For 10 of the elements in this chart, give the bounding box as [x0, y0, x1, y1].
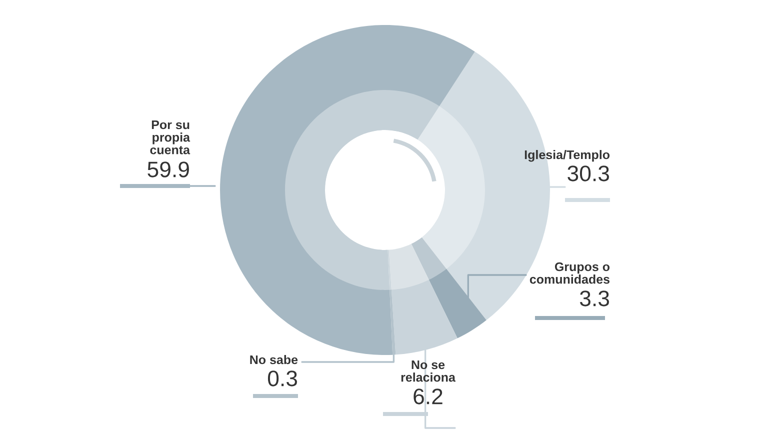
data-label: 6.2: [414, 388, 442, 404]
slice-label: No sabe: [250, 355, 298, 364]
slice-label: Grupos o comunidades: [530, 262, 610, 284]
data-label: 0.3: [268, 370, 298, 386]
slice-label: No se relaciona: [401, 360, 456, 382]
data-label: 59.9: [148, 162, 189, 178]
data-label: 30.3: [568, 166, 610, 182]
slice-label: Iglesia/Templo: [524, 150, 610, 162]
data-label: 3.3: [580, 290, 610, 306]
slice-label: Por su propia cuenta: [150, 120, 190, 154]
